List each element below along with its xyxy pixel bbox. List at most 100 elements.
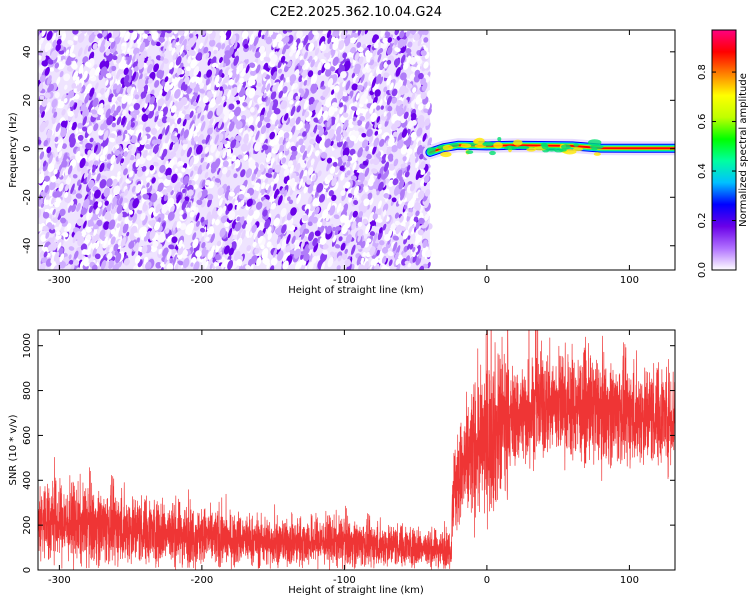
- noise-speckle: [193, 184, 199, 190]
- noise-speckle: [396, 245, 401, 255]
- colorbar-tick-label: 0.0: [697, 262, 708, 278]
- signal-blob: [517, 145, 530, 150]
- noise-speckle: [332, 226, 337, 232]
- noise-speckle: [379, 166, 385, 176]
- noise-speckle: [158, 178, 164, 184]
- snr-y-tick-label: 0: [22, 567, 33, 573]
- signal-blob: [513, 139, 523, 146]
- snr-x-tick-label: 0: [484, 575, 490, 586]
- noise-speckle: [357, 119, 363, 126]
- noise-speckle: [233, 250, 241, 262]
- snr-y-tick-label: 1000: [22, 333, 33, 358]
- noise-speckle: [404, 171, 410, 178]
- noise-speckle: [404, 153, 410, 164]
- noise-speckle: [331, 177, 337, 187]
- noise-speckle: [100, 175, 108, 180]
- noise-speckle: [266, 127, 270, 134]
- noise-speckle: [388, 179, 394, 187]
- noise-speckle: [355, 76, 360, 84]
- noise-speckle: [162, 58, 169, 64]
- noise-speckle: [382, 203, 389, 213]
- noise-speckle: [334, 107, 338, 112]
- noise-speckle: [140, 212, 146, 221]
- noise-speckle: [303, 51, 308, 60]
- signal-blob: [541, 143, 549, 150]
- noise-speckle: [340, 172, 345, 181]
- noise-speckle: [383, 91, 387, 99]
- snr-y-label: SNR (10 * v/v): [8, 414, 19, 485]
- spectrogram-y-tick-label: 40: [22, 45, 33, 58]
- signal-blob: [489, 150, 496, 156]
- noise-speckle: [238, 265, 243, 270]
- noise-speckle: [377, 123, 382, 129]
- signal-blob: [482, 141, 494, 147]
- noise-speckle: [122, 117, 127, 128]
- noise-speckle: [353, 101, 358, 107]
- noise-speckle: [291, 149, 298, 157]
- noise-speckle: [415, 156, 419, 163]
- noise-speckle: [357, 46, 364, 53]
- signal-blob: [465, 150, 474, 155]
- noise-speckle: [409, 30, 417, 36]
- noise-speckle: [39, 151, 45, 160]
- noise-speckle: [288, 199, 294, 205]
- noise-speckle: [386, 95, 392, 106]
- spectrogram-noise-region: [38, 30, 433, 270]
- signal-blob: [493, 141, 503, 149]
- noise-speckle: [245, 58, 249, 65]
- noise-speckle: [60, 217, 67, 224]
- noise-speckle: [403, 156, 407, 162]
- noise-speckle: [171, 47, 176, 56]
- noise-speckle: [172, 51, 177, 61]
- noise-speckle: [61, 143, 67, 149]
- noise-speckle: [308, 96, 315, 106]
- noise-speckle: [330, 140, 334, 147]
- noise-speckle: [414, 201, 420, 210]
- noise-speckle: [270, 181, 275, 188]
- noise-speckle: [224, 128, 230, 138]
- noise-speckle: [197, 122, 202, 130]
- noise-speckle: [68, 246, 75, 251]
- noise-speckle: [70, 183, 75, 195]
- noise-speckle: [282, 63, 287, 71]
- signal-blob: [442, 144, 453, 151]
- noise-speckle: [109, 137, 116, 143]
- figure-title: C2E2.2025.362.10.04.G24: [270, 5, 442, 20]
- noise-speckle: [215, 150, 221, 158]
- spectrogram-x-tick-label: 0: [484, 275, 490, 286]
- spectrogram-y-tick-label: -20: [22, 189, 33, 205]
- snr-y-tick-label: 600: [22, 426, 33, 445]
- noise-speckle: [336, 202, 342, 213]
- noise-speckle: [329, 251, 335, 256]
- noise-speckle: [144, 30, 150, 34]
- noise-speckle: [379, 138, 385, 147]
- noise-speckle: [396, 169, 403, 180]
- noise-speckle: [51, 122, 57, 133]
- noise-speckle: [217, 167, 221, 175]
- noise-speckle: [396, 108, 404, 117]
- noise-speckle: [385, 111, 392, 122]
- noise-speckle: [368, 134, 374, 144]
- noise-speckle: [383, 86, 388, 93]
- noise-speckle: [233, 173, 238, 179]
- noise-speckle: [369, 231, 375, 237]
- noise-speckle: [426, 90, 433, 97]
- noise-speckle: [140, 187, 147, 196]
- snr-y-tick-label: 200: [22, 516, 33, 535]
- noise-speckle: [45, 187, 50, 198]
- colorbar-tick-label: 0.2: [697, 213, 708, 229]
- noise-speckle: [241, 127, 246, 136]
- noise-speckle: [384, 119, 389, 127]
- noise-speckle: [182, 142, 188, 151]
- noise-speckle: [157, 30, 163, 34]
- noise-speckle: [54, 91, 60, 99]
- noise-speckle: [412, 87, 417, 94]
- noise-speckle: [135, 237, 140, 245]
- signal-blob: [593, 152, 601, 156]
- noise-speckle: [357, 147, 364, 158]
- noise-speckle: [121, 197, 129, 203]
- noise-speckle: [255, 130, 260, 141]
- noise-speckle: [101, 30, 108, 38]
- spectrogram-y-tick-label: -40: [22, 238, 33, 254]
